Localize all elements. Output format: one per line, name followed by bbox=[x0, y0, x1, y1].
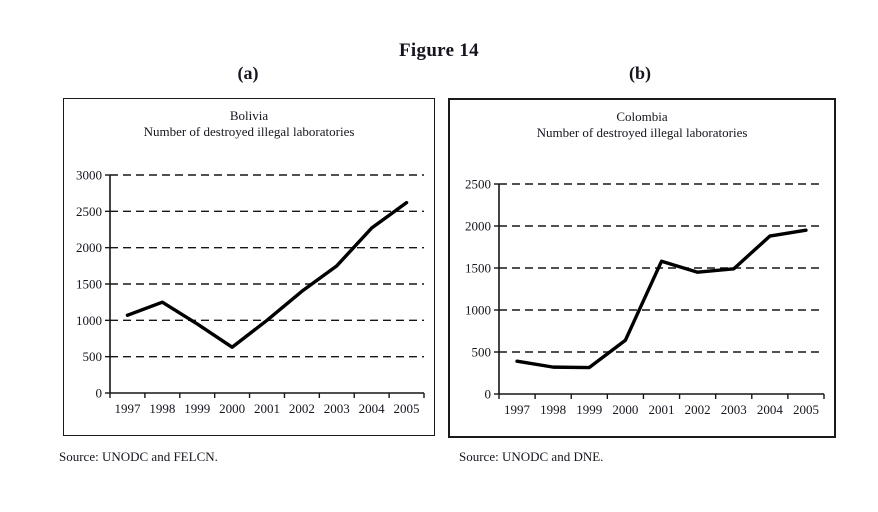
x-tick-label: 2005 bbox=[793, 402, 819, 417]
panel-a-label: (a) bbox=[237, 63, 259, 83]
bolivia-line-chart: 0 500 1000 1500 2000 2500 3000 1997 1998 1999 2000… bbox=[76, 168, 425, 416]
x-tick-label: 1999 bbox=[184, 401, 210, 416]
chart-subtitle-colombia: Number of destroyed illegal laboratories bbox=[536, 125, 748, 140]
x-tick-label: 2002 bbox=[289, 401, 315, 416]
y-tick-label: 1500 bbox=[76, 277, 102, 292]
x-tick-label: 2001 bbox=[254, 401, 280, 416]
x-tick-label: 2004 bbox=[757, 402, 784, 417]
chart-subtitle-bolivia: Number of destroyed illegal laboratories bbox=[143, 124, 355, 139]
y-tick-label: 3000 bbox=[76, 168, 102, 183]
x-tick-label: 2002 bbox=[685, 402, 711, 417]
series-line bbox=[125, 200, 409, 349]
panel-b-label: (b) bbox=[629, 63, 651, 83]
x-tick-label: 2003 bbox=[721, 402, 747, 417]
chart-panel-colombia: Colombia Number of destroyed illegal lab… bbox=[448, 98, 836, 438]
x-tick-label: 2004 bbox=[359, 401, 386, 416]
x-tick-label: 2005 bbox=[394, 401, 420, 416]
y-tick-label: 2000 bbox=[465, 219, 491, 234]
y-tick-label: 2500 bbox=[76, 204, 102, 219]
y-tick-label: 500 bbox=[472, 345, 492, 360]
y-tick-label: 2000 bbox=[76, 240, 102, 255]
figure-title: Figure 14 bbox=[399, 40, 479, 61]
x-tick-label: 2003 bbox=[324, 401, 350, 416]
source-note-colombia: Source: UNODC and DNE. bbox=[459, 449, 604, 464]
y-tick-label: 0 bbox=[96, 386, 103, 401]
y-tick-label: 0 bbox=[485, 387, 492, 402]
x-tick-label: 1998 bbox=[149, 401, 175, 416]
x-tick-label: 1997 bbox=[504, 402, 531, 417]
source-note-bolivia: Source: UNODC and FELCN. bbox=[59, 449, 218, 464]
x-tick-label: 1998 bbox=[540, 402, 566, 417]
y-tick-label: 1000 bbox=[465, 303, 491, 318]
x-tick-label: 1997 bbox=[114, 401, 141, 416]
y-tick-label: 500 bbox=[83, 349, 103, 364]
series-line bbox=[515, 228, 808, 370]
x-tick-label: 2000 bbox=[612, 402, 638, 417]
chart-panel-bolivia: Bolivia Number of destroyed illegal labo… bbox=[63, 98, 435, 436]
x-tick-label: 1999 bbox=[576, 402, 602, 417]
chart-title-bolivia: Bolivia bbox=[229, 108, 269, 123]
y-tick-label: 2500 bbox=[465, 177, 491, 192]
x-tick-label: 2001 bbox=[649, 402, 675, 417]
y-tick-label: 1000 bbox=[76, 313, 102, 328]
colombia-line-chart: 0 500 1000 1500 2000 2500 1997 1998 1999 2000 2001… bbox=[465, 177, 825, 417]
chart-title-colombia: Colombia bbox=[616, 109, 668, 124]
y-tick-label: 1500 bbox=[465, 261, 491, 276]
x-tick-label: 2000 bbox=[219, 401, 245, 416]
